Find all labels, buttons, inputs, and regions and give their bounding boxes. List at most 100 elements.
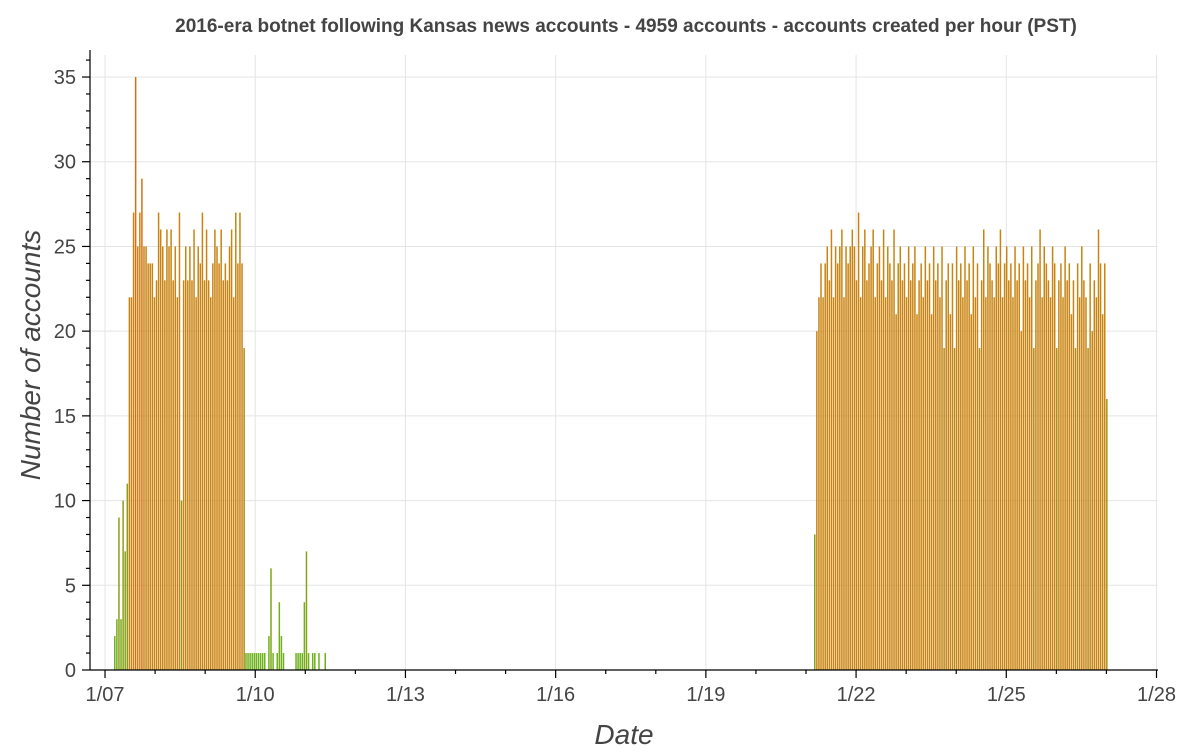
bar <box>830 229 833 670</box>
bar <box>1060 263 1062 670</box>
bar <box>922 297 924 670</box>
bar <box>951 263 954 670</box>
bar <box>970 314 972 670</box>
bar <box>257 653 260 670</box>
bar <box>943 348 945 670</box>
bar <box>1091 331 1093 670</box>
bar <box>178 212 181 670</box>
bar <box>128 297 131 670</box>
chart-title: 2016-era botnet following Kansas news ac… <box>175 16 1077 37</box>
bar <box>1099 263 1102 670</box>
bar <box>974 297 977 670</box>
bar <box>226 280 229 670</box>
bar <box>839 246 841 670</box>
bar <box>1033 348 1035 670</box>
bar <box>303 602 306 670</box>
bar <box>1041 297 1043 670</box>
bar <box>841 229 843 670</box>
bar <box>218 263 220 670</box>
bar <box>1051 246 1054 670</box>
bar <box>228 246 231 670</box>
bar <box>1087 348 1089 670</box>
bar <box>272 653 274 670</box>
y-tick-label: 35 <box>54 67 76 89</box>
bar <box>170 229 172 670</box>
bar <box>1039 229 1041 670</box>
bar <box>199 263 202 670</box>
bar <box>147 263 149 670</box>
bar <box>962 297 964 670</box>
bar <box>957 280 960 670</box>
bar <box>305 551 308 670</box>
bar <box>1070 314 1073 670</box>
bar <box>249 653 251 670</box>
bar <box>1053 263 1056 670</box>
bar <box>220 229 222 670</box>
bar <box>149 263 151 670</box>
x-tick-label: 1/13 <box>386 684 425 706</box>
bar <box>918 280 920 670</box>
bar <box>247 653 249 670</box>
bar <box>907 246 910 670</box>
bar <box>130 297 133 670</box>
bar <box>139 212 141 670</box>
bar <box>1062 297 1064 670</box>
bar <box>843 297 845 670</box>
bar <box>230 229 233 670</box>
bar <box>314 653 316 670</box>
y-axis-label: Number of accounts <box>15 230 46 481</box>
bar <box>210 297 212 670</box>
bar <box>189 246 191 670</box>
bar <box>832 297 835 670</box>
bar <box>168 246 170 670</box>
bar <box>814 534 816 670</box>
bar <box>193 229 195 670</box>
bar <box>1020 331 1023 670</box>
bar <box>261 653 264 670</box>
bar <box>1085 297 1087 670</box>
bar <box>889 263 891 670</box>
y-tick-label: 30 <box>54 152 76 174</box>
bar <box>1064 246 1066 670</box>
bar <box>939 297 941 670</box>
bar <box>891 280 893 670</box>
bar <box>301 653 304 670</box>
bar <box>237 263 239 670</box>
bar <box>1018 263 1020 670</box>
y-tick-label: 15 <box>54 406 76 428</box>
x-tick-label: 1/10 <box>236 684 275 706</box>
bar <box>884 297 887 670</box>
bar <box>1078 297 1081 670</box>
bar <box>862 246 864 670</box>
bar <box>1037 263 1039 670</box>
bar <box>1014 246 1016 670</box>
bar <box>122 500 124 670</box>
bar <box>868 263 870 670</box>
y-tick-label: 5 <box>65 575 76 597</box>
bar <box>912 263 914 670</box>
bar <box>212 263 214 670</box>
bar <box>157 212 160 670</box>
x-axis-label: Date <box>594 719 653 750</box>
bar <box>1035 280 1037 670</box>
bar <box>241 263 243 670</box>
y-tick-label: 20 <box>54 321 76 343</box>
bar <box>859 297 862 670</box>
bar <box>136 246 139 670</box>
bar <box>820 263 822 670</box>
bar <box>997 263 1000 670</box>
bar <box>857 212 860 670</box>
bar <box>1056 348 1058 670</box>
bar <box>926 280 929 670</box>
bar <box>935 280 937 670</box>
bar <box>851 229 854 670</box>
bar <box>141 178 143 670</box>
bar <box>834 246 837 670</box>
bar <box>1026 263 1029 670</box>
bar <box>224 263 227 670</box>
bar <box>145 246 147 670</box>
bar <box>132 212 135 670</box>
bar <box>151 263 154 670</box>
bar <box>928 263 931 670</box>
bar <box>924 246 927 670</box>
